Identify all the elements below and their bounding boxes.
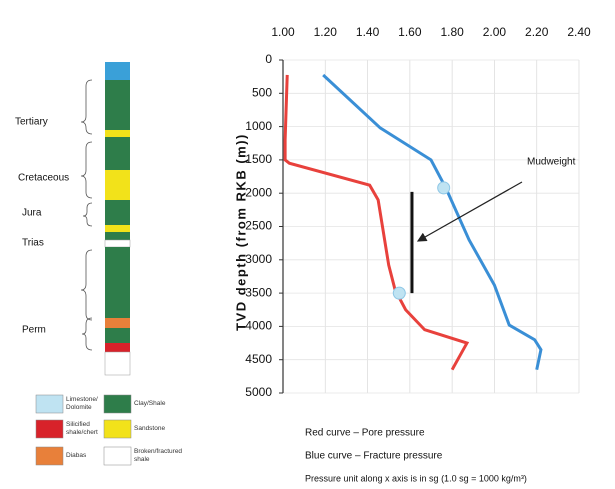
chart: Tertiary Cretaceous Jura Trias Perm TVD … [0, 0, 615, 489]
y-tick-label: 1000 [245, 119, 272, 133]
y-tick-label: 3000 [245, 252, 272, 266]
y-tick-label: 5000 [245, 385, 272, 399]
y-tick-label: 0 [265, 52, 272, 66]
x-tick-label: 1.80 [440, 25, 464, 39]
curve [285, 75, 467, 370]
note: Pressure unit along x axis is in sg (1.0… [305, 473, 527, 483]
x-tick-label: 1.40 [356, 25, 380, 39]
legend-label: Limestone/ Dolomite [66, 396, 102, 412]
y-tick-label: 3500 [245, 285, 272, 299]
x-tick-label: 1.60 [398, 25, 422, 39]
strat-column [81, 62, 130, 375]
y-tick-label: 2000 [245, 185, 272, 199]
marker [438, 182, 450, 194]
legend-label: Silicified shale/chert [66, 421, 102, 437]
x-tick-label: 2.20 [525, 25, 549, 39]
annotation: Mudweight [527, 157, 576, 168]
y-tick-label: 2500 [245, 219, 272, 233]
period-label: Perm [22, 325, 46, 336]
legend-label: Broken/fractured shale [134, 448, 179, 464]
y-tick-label: 4000 [245, 319, 272, 333]
period-label: Cretaceous [18, 173, 69, 184]
x-tick-label: 2.00 [483, 25, 507, 39]
annotation-arrow [418, 182, 522, 241]
legend-entry: Blue curve – Fracture pressure [305, 451, 443, 462]
curve [323, 75, 541, 370]
x-tick-label: 2.40 [567, 25, 591, 39]
y-tick-label: 4500 [245, 352, 272, 366]
period-label: Jura [22, 208, 42, 219]
legend-entry: Red curve – Pore pressure [305, 428, 425, 439]
period-label: Trias [22, 238, 44, 249]
period-label: Tertiary [15, 117, 48, 128]
x-tick-label: 1.00 [271, 25, 295, 39]
legend-label: Sandstone [134, 425, 204, 433]
legend-label: Clay/Shale [134, 400, 204, 408]
y-tick-label: 500 [252, 85, 272, 99]
y-tick-label: 1500 [245, 152, 272, 166]
marker [393, 287, 405, 299]
legend-label: Diabas [66, 452, 102, 460]
x-tick-label: 1.20 [314, 25, 338, 39]
page: Tertiary Cretaceous Jura Trias Perm TVD … [0, 0, 615, 489]
